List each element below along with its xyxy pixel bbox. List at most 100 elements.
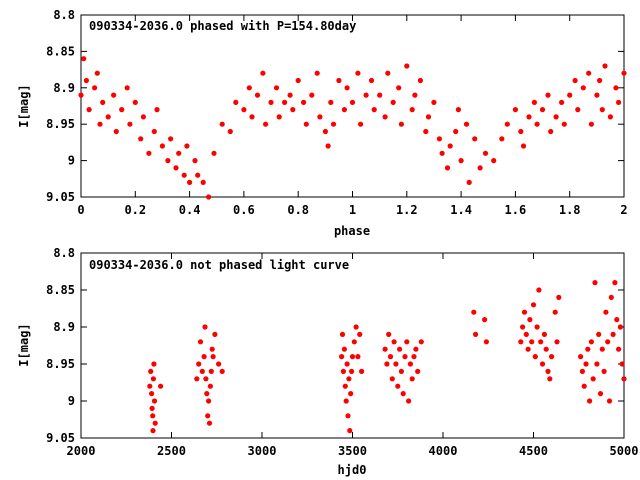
data-point [113,128,119,135]
data-point [194,376,200,382]
data-point [148,368,154,374]
data-point [586,70,592,76]
data-point [212,331,218,337]
data-point [94,70,100,76]
axis-ticks: 0 0.2 0.4 0.6 0.8 1 1.2 1.4 1.6 1.8 2 8.8 8.85 8.9 8.9… [46,8,628,217]
data-point [592,280,598,286]
x-axis-label: phase [334,224,370,238]
data-point [603,309,609,315]
data-point [382,346,388,352]
data-point [309,92,315,98]
x-tick-label: 4000 [429,444,458,458]
data-point [594,92,600,98]
data-point [150,413,156,419]
data-point [455,107,461,113]
x-tick-label: 5000 [610,444,639,458]
data-point [347,428,353,434]
data-point [390,99,396,105]
data-point [192,158,198,164]
data-point [585,346,591,352]
data-point [431,99,437,105]
data-point [463,121,470,127]
data-point [541,331,548,337]
data-point [529,339,535,345]
data-point [610,331,616,337]
data-point [553,114,559,120]
data-point [260,70,266,76]
data-point [483,339,489,345]
data-point [594,361,600,367]
data-point [393,361,399,367]
data-point [282,99,288,105]
data-point [105,114,111,120]
x-tick-label: 2000 [67,444,96,458]
data-point [554,339,560,345]
y-axis-label: I[mag] [17,84,31,127]
data-point [209,346,215,352]
data-point [518,128,524,135]
data-point [398,121,404,127]
data-point [423,128,429,135]
data-point [412,92,418,98]
data-point [436,136,442,142]
data-point [539,107,546,113]
data-point [572,77,578,84]
data-point [358,121,364,127]
data-point [534,121,540,127]
data-point [621,376,627,382]
data-points [78,56,627,200]
data-point [444,165,451,171]
data-point [614,317,620,323]
data-point [200,179,206,185]
data-point [184,143,190,149]
data-point [472,136,478,142]
data-point [407,361,413,367]
y-tick-label: 9.05 [46,190,75,204]
data-point [395,383,401,389]
data-point [150,428,156,434]
x-tick-label: 1 [349,203,356,217]
data-point [295,77,301,84]
data-point [355,354,361,360]
data-point [86,107,92,113]
chart-title: 090334-2036.0 not phased light curve [89,258,349,272]
phased-light-curve-panel: 090334-2036.0 phased with P=154.80day ph… [17,8,628,238]
data-point [447,143,453,149]
data-point [608,294,614,300]
data-point [340,368,346,374]
data-point [196,361,202,367]
data-point [201,354,207,360]
data-point [504,121,510,127]
x-axis-label: hjd0 [338,463,367,477]
data-points [147,280,627,434]
data-point [149,405,155,411]
y-tick-label: 8.9 [53,81,75,95]
data-point [453,128,459,135]
data-point [92,85,98,91]
data-point [187,179,193,185]
data-point [151,128,157,135]
data-point [482,317,488,323]
data-point [206,398,212,404]
data-point [512,107,519,113]
data-point [339,331,346,337]
data-point [607,114,614,120]
data-point [491,158,497,164]
data-point [384,361,390,367]
data-point [97,121,103,127]
axis-ticks: 2000 2500 3000 3500 4000 4500 5000 8.8 8.85 8.9 8.… [46,246,638,458]
data-point [363,92,369,98]
data-point [597,391,604,397]
data-point [617,324,624,330]
data-point [349,99,356,105]
chart-title: 090334-2036.0 phased with P=154.80day [89,19,356,33]
data-point [590,376,596,382]
data-point [458,158,464,164]
data-point [599,346,605,352]
data-point [343,398,349,404]
y-tick-label: 8.95 [46,117,75,131]
data-point [176,150,182,156]
data-point [146,150,152,156]
data-point [78,92,84,98]
data-point [439,150,445,156]
